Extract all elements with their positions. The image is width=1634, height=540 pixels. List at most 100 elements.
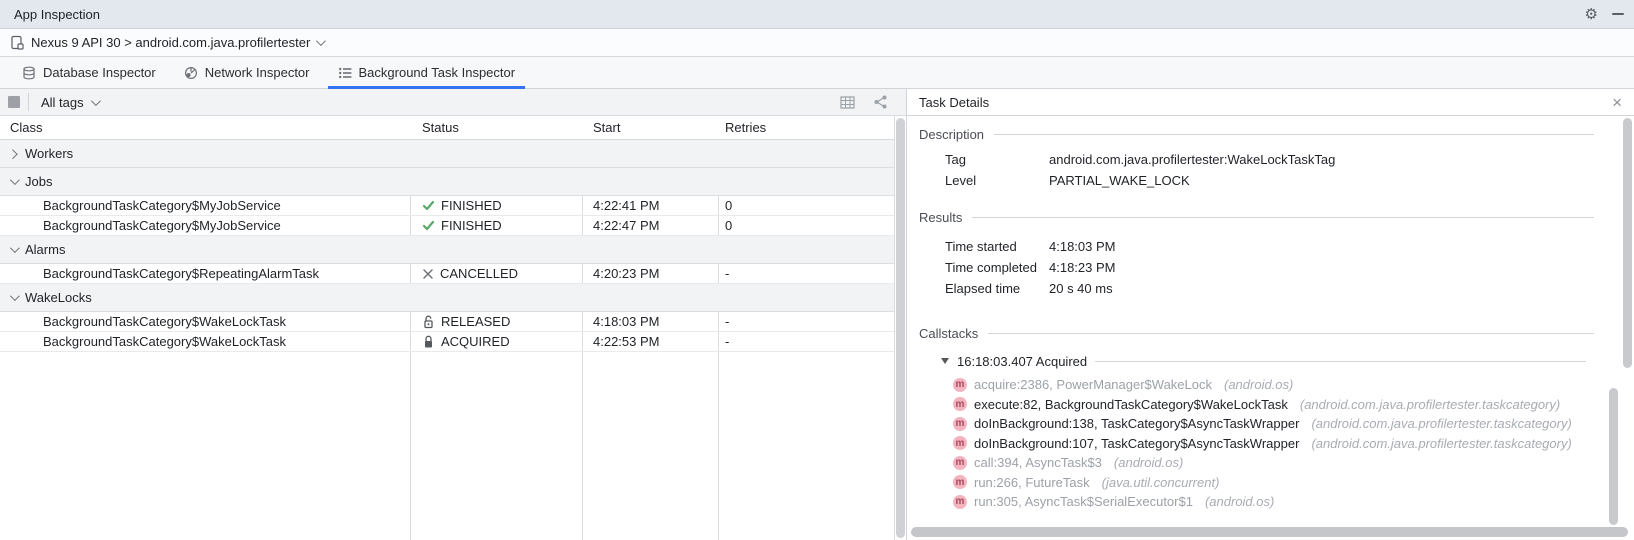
column-divider — [718, 116, 719, 540]
minimize-icon[interactable] — [1612, 13, 1624, 15]
window-title: App Inspection — [14, 6, 101, 22]
cell-start: 4:22:47 PM — [593, 218, 660, 233]
stack-frame[interactable]: m doInBackground:138, TaskCategory$Async… — [919, 414, 1612, 434]
tab-background-task-inspector[interactable]: Background Task Inspector — [324, 57, 530, 89]
database-icon — [22, 66, 36, 80]
table-view-icon[interactable] — [840, 95, 855, 109]
all-tags-dropdown[interactable]: All tags — [37, 95, 102, 110]
group-row-jobs[interactable]: Jobs — [0, 168, 894, 196]
method-icon: m — [953, 416, 967, 431]
scrollbar-thumb[interactable] — [896, 118, 905, 538]
frame-text: run:305, AsyncTask$SerialExecutor$1 — [974, 494, 1193, 510]
section-label: Results — [919, 209, 963, 225]
callstack-frames: m acquire:2386, PowerManager$WakeLock (a… — [919, 375, 1612, 512]
network-globe-icon — [184, 66, 198, 80]
chevron-down-icon[interactable] — [316, 36, 327, 47]
method-icon: m — [953, 455, 967, 470]
chevron-down-icon — [9, 243, 20, 254]
cell-status: RELEASED — [410, 314, 582, 329]
selected-tab-underline — [327, 86, 526, 89]
group-row-alarms[interactable]: Alarms — [0, 236, 894, 264]
cell-class: BackgroundTaskCategory$RepeatingAlarmTas… — [43, 266, 320, 281]
stack-frame[interactable]: m doInBackground:107, TaskCategory$Async… — [919, 434, 1612, 454]
frame-package: (android.com.java.profilertester.taskcat… — [1311, 416, 1572, 432]
frame-text: doInBackground:138, TaskCategory$AsyncTa… — [974, 416, 1300, 432]
graph-view-icon[interactable] — [873, 95, 888, 109]
status-text: RELEASED — [441, 314, 511, 329]
cell-status: ACQUIRED — [410, 334, 582, 349]
stack-frame[interactable]: m run:266, FutureTask (java.util.concurr… — [919, 473, 1612, 493]
settings-gear-icon[interactable]: ⚙ — [1584, 5, 1598, 23]
callstack-entry-toggle[interactable]: 16:18:03.407 Acquired — [919, 353, 1612, 369]
column-header-class[interactable]: Class — [10, 120, 43, 135]
cell-status: FINISHED — [410, 198, 582, 213]
tab-label: Database Inspector — [43, 65, 156, 80]
cell-class: BackgroundTaskCategory$MyJobService — [43, 218, 281, 233]
field-label: Time completed — [945, 260, 1037, 275]
group-row-wakelocks[interactable]: WakeLocks — [0, 284, 894, 312]
check-icon — [422, 220, 435, 231]
task-details-body: Description Tag android.com.java.profile… — [907, 116, 1612, 524]
frame-text: call:394, AsyncTask$3 — [974, 455, 1102, 471]
frame-text: run:266, FutureTask — [974, 474, 1090, 490]
callstack-vertical-scrollbar[interactable] — [1609, 388, 1618, 525]
main-area: All tags Class Status Start Re — [0, 89, 1634, 540]
method-icon: m — [953, 377, 967, 392]
toolbar-separator — [28, 93, 29, 111]
task-table-pane: All tags Class Status Start Re — [0, 89, 906, 540]
section-label: Description — [919, 126, 985, 142]
tab-network-inspector[interactable]: Network Inspector — [170, 57, 324, 88]
field-label: Time started — [945, 239, 1017, 254]
table-row[interactable]: BackgroundTaskCategory$MyJobService FINI… — [0, 216, 894, 236]
tab-label: Network Inspector — [204, 65, 310, 80]
column-header-start[interactable]: Start — [593, 120, 621, 135]
method-icon: m — [953, 436, 967, 451]
table-row[interactable]: BackgroundTaskCategory$MyJobService FINI… — [0, 196, 894, 216]
tab-label: Background Task Inspector — [358, 65, 516, 80]
cross-icon — [423, 268, 433, 279]
tab-database-inspector[interactable]: Database Inspector — [8, 57, 170, 88]
field-value: android.com.java.profilertester:WakeLock… — [1049, 152, 1336, 167]
group-label: Jobs — [25, 174, 53, 189]
details-horizontal-scrollbar[interactable] — [909, 527, 1632, 537]
frame-package: (java.util.concurrent) — [1101, 474, 1220, 490]
cell-status: CANCELLED — [410, 266, 582, 281]
field-tag: Tag android.com.java.profilertester:Wake… — [919, 149, 1612, 170]
group-label: WakeLocks — [25, 290, 92, 305]
close-icon[interactable]: × — [1612, 92, 1622, 112]
scrollbar-thumb[interactable] — [911, 527, 1628, 537]
cell-retries: - — [725, 314, 730, 329]
lock-closed-icon — [425, 335, 432, 347]
column-header-retries[interactable]: Retries — [725, 120, 767, 135]
column-divider — [410, 116, 411, 540]
scrollbar-thumb[interactable] — [1609, 388, 1618, 525]
section-rule — [972, 216, 1594, 218]
cell-start: 4:20:23 PM — [593, 266, 660, 281]
stack-frame[interactable]: m call:394, AsyncTask$3 (android.os) — [919, 453, 1612, 473]
status-text: FINISHED — [441, 198, 502, 213]
stop-inspector-icon[interactable] — [8, 96, 20, 108]
frame-text: doInBackground:107, TaskCategory$AsyncTa… — [974, 435, 1300, 451]
frame-text: acquire:2386, PowerManager$WakeLock — [974, 377, 1212, 393]
device-process-selector[interactable]: Nexus 9 API 30 > android.com.java.profil… — [31, 35, 311, 50]
table-row[interactable]: BackgroundTaskCategory$WakeLockTask ACQU… — [0, 332, 894, 352]
table-row[interactable]: BackgroundTaskCategory$RepeatingAlarmTas… — [0, 264, 894, 284]
cell-class: BackgroundTaskCategory$WakeLockTask — [43, 334, 287, 349]
stack-frame[interactable]: m run:305, AsyncTask$SerialExecutor$1 (a… — [919, 492, 1612, 512]
table-row[interactable]: BackgroundTaskCategory$WakeLockTask RELE… — [0, 312, 894, 332]
stack-frame[interactable]: m execute:82, BackgroundTaskCategory$Wak… — [919, 395, 1612, 415]
field-elapsed-time: Elapsed time 20 s 40 ms — [919, 278, 1612, 299]
stack-frame[interactable]: m acquire:2386, PowerManager$WakeLock (a… — [919, 375, 1612, 395]
field-time-started: Time started 4:18:03 PM — [919, 236, 1612, 257]
frame-package: (android.os) — [1224, 377, 1294, 393]
group-row-workers[interactable]: Workers — [0, 140, 894, 168]
table-vertical-scrollbar[interactable] — [896, 116, 905, 540]
cell-retries: - — [725, 266, 730, 281]
all-tags-label: All tags — [41, 94, 84, 110]
column-header-status[interactable]: Status — [422, 120, 459, 135]
section-label: Callstacks — [919, 325, 979, 341]
details-vertical-scrollbar[interactable] — [1623, 118, 1632, 524]
scrollbar-thumb[interactable] — [1623, 118, 1632, 368]
triangle-down-icon — [941, 358, 949, 364]
